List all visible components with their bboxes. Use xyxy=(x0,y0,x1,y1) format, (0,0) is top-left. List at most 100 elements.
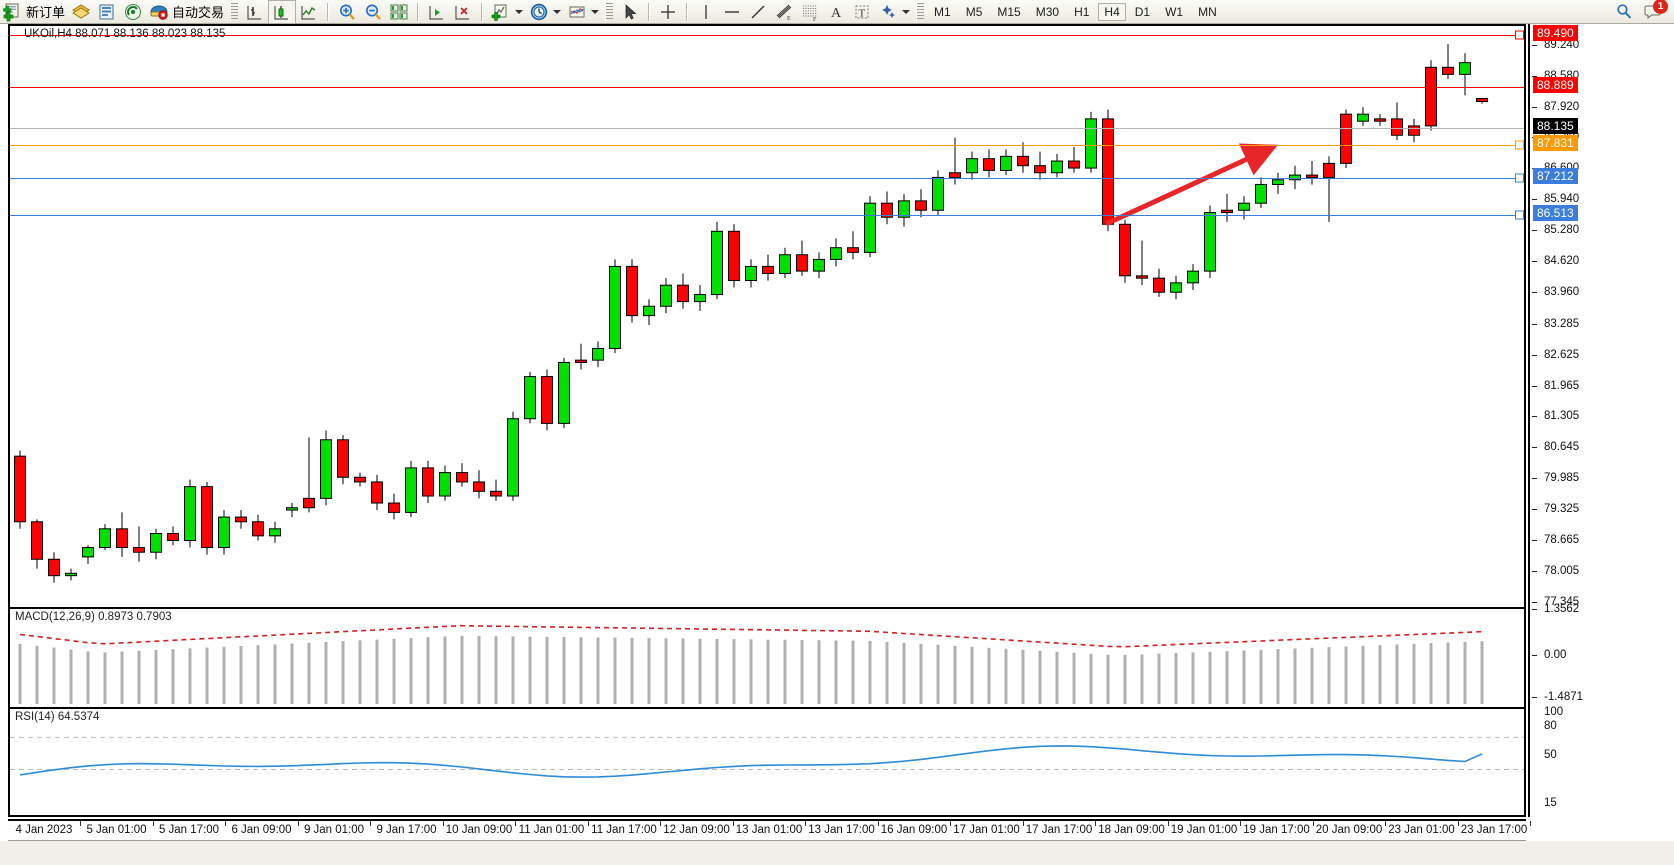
autoscroll-button[interactable] xyxy=(450,1,476,23)
macd-axis-label: 1.3562 xyxy=(1544,603,1580,615)
time-axis-tick xyxy=(1240,821,1241,826)
candle-body xyxy=(1102,118,1114,225)
periods-chevron-down-icon[interactable] xyxy=(553,9,562,14)
macd-axis-label: -1.4871 xyxy=(1544,691,1584,703)
time-axis-label: 17 Jan 01:00 xyxy=(953,824,1020,836)
price-pane[interactable]: UKOil,H4 88.071 88.136 88.023 88.135 xyxy=(10,26,1524,604)
zoom-out-button[interactable] xyxy=(360,1,386,23)
candle-body xyxy=(813,258,825,272)
timeframe-m5[interactable]: M5 xyxy=(965,4,983,19)
time-axis-tick xyxy=(1167,821,1169,826)
zoom-out-icon xyxy=(363,2,383,22)
objects-button[interactable] xyxy=(875,1,913,23)
vertical-line-button[interactable] xyxy=(693,1,719,23)
data-window-button[interactable] xyxy=(68,1,94,23)
candle-body xyxy=(1255,183,1267,204)
support-level-tag[interactable]: 87.212 xyxy=(1533,168,1578,184)
time-axis-label: 23 Jan 17:00 xyxy=(1460,824,1528,836)
crosshair-button[interactable] xyxy=(655,1,681,23)
line-chart-button[interactable] xyxy=(296,1,322,23)
new-order-button[interactable]: 新订单 xyxy=(0,1,68,23)
resistance-88889-line[interactable] xyxy=(10,87,1524,88)
support-87212-line[interactable] xyxy=(10,178,1524,179)
fibonacci-button[interactable]: F xyxy=(797,1,823,23)
toolbar-grip-timeframes[interactable] xyxy=(916,2,925,21)
timeframe-m30[interactable]: M30 xyxy=(1035,4,1060,19)
timeframe-mn[interactable]: MN xyxy=(1198,4,1217,19)
support-87212-handle[interactable] xyxy=(1515,173,1524,183)
objects-chevron-down-icon[interactable] xyxy=(902,9,911,14)
timeframe-h4[interactable]: H4 xyxy=(1098,2,1126,21)
time-axis-tick xyxy=(877,821,879,826)
chart-scrollbar[interactable] xyxy=(0,841,1674,865)
pivot-87831-line[interactable] xyxy=(10,145,1524,146)
candle-body xyxy=(847,247,859,253)
candle-body xyxy=(1051,160,1063,174)
equidistant-channel-icon: E xyxy=(774,2,794,22)
templates-button[interactable] xyxy=(564,1,602,23)
candle-body xyxy=(1425,66,1437,127)
resistance-89490-line[interactable] xyxy=(10,35,1524,36)
toolbar-grip-charts[interactable] xyxy=(230,2,239,21)
chart-plot-frame[interactable]: UKOil,H4 88.071 88.136 88.023 88.135 MAC… xyxy=(8,24,1526,817)
resistance-level-tag[interactable]: 88.889 xyxy=(1533,77,1578,93)
rsi-pane[interactable]: RSI(14) 64.5374 xyxy=(10,707,1524,819)
pivot-level-tag[interactable]: 87.831 xyxy=(1533,135,1578,151)
time-axis-label: 19 Jan 01:00 xyxy=(1170,824,1238,836)
timeframe-m1[interactable]: M1 xyxy=(934,4,951,19)
navigator-button[interactable] xyxy=(94,1,120,23)
time-axis-label: 17 Jan 17:00 xyxy=(1025,824,1093,836)
candle-body xyxy=(252,521,264,537)
candle-body xyxy=(218,516,230,549)
macd-pane[interactable]: MACD(12,26,9) 0.8973 0.7903 xyxy=(10,607,1524,706)
alerts-icon[interactable]: 1 xyxy=(1644,0,1668,22)
trendline-button[interactable] xyxy=(745,1,771,23)
candlestick-chart-button[interactable] xyxy=(268,0,297,24)
time-axis[interactable]: 4 Jan 2023 5 Jan 01:00 5 Jan 17:00 6 Jan 09… xyxy=(8,819,1531,841)
bar-chart-button[interactable] xyxy=(242,1,268,23)
auto-trading-button[interactable]: 自动交易 xyxy=(146,1,227,23)
periods-button[interactable] xyxy=(526,1,564,23)
cursor-button[interactable] xyxy=(617,1,643,23)
macd-axis-label: 0.00 xyxy=(1544,649,1567,661)
shift-end-button[interactable] xyxy=(424,1,450,23)
candle-body xyxy=(983,158,995,171)
pivot-87831-handle[interactable] xyxy=(1515,140,1524,150)
price-axis-label: 85.940 xyxy=(1544,193,1580,206)
templates-chevron-down-icon[interactable] xyxy=(591,9,600,14)
terminal-button[interactable] xyxy=(120,1,146,23)
candle-body xyxy=(1272,179,1284,185)
text-label-icon: A xyxy=(826,2,846,22)
current-88135-line[interactable] xyxy=(10,128,1524,129)
support-86513-line[interactable] xyxy=(10,215,1524,216)
equidistant-channel-button[interactable]: E xyxy=(771,1,797,23)
resistance-89490-handle[interactable] xyxy=(1515,30,1524,40)
fibonacci-icon: F xyxy=(800,2,820,22)
navigator-icon xyxy=(97,2,117,22)
price-axis[interactable]: 89.24088.58087.92087.26086.60085.94085.2… xyxy=(1528,24,1674,817)
horizontal-line-button[interactable] xyxy=(719,1,745,23)
text-box-button[interactable]: T xyxy=(849,1,875,23)
timeframe-d1[interactable]: D1 xyxy=(1134,4,1151,19)
text-label-button[interactable]: A xyxy=(823,1,849,23)
candle-body xyxy=(303,497,315,509)
timeframe-m15[interactable]: M15 xyxy=(997,4,1021,19)
support-86513-handle[interactable] xyxy=(1515,210,1524,220)
support-level-tag[interactable]: 86.513 xyxy=(1533,205,1578,221)
search-icon[interactable] xyxy=(1614,2,1634,22)
price-axis-tick xyxy=(1532,540,1537,542)
candle-body xyxy=(541,376,553,424)
indicators-chevron-down-icon[interactable] xyxy=(515,9,524,14)
zoom-in-button[interactable] xyxy=(334,1,360,23)
resistance-level-tag[interactable]: 89.490 xyxy=(1533,25,1578,41)
time-axis-label: 6 Jan 09:00 xyxy=(231,824,292,836)
price-axis-tick xyxy=(1532,478,1537,480)
indicators-button[interactable] xyxy=(488,1,526,23)
tile-windows-button[interactable] xyxy=(386,1,412,23)
timeframe-h1[interactable]: H1 xyxy=(1074,4,1090,19)
price-axis-label: 85.280 xyxy=(1544,224,1580,237)
candle-body xyxy=(575,359,587,363)
timeframe-w1[interactable]: W1 xyxy=(1165,4,1184,19)
current-price-tag[interactable]: 88.135 xyxy=(1533,118,1578,134)
toolbar-grip-tools[interactable] xyxy=(605,2,614,21)
